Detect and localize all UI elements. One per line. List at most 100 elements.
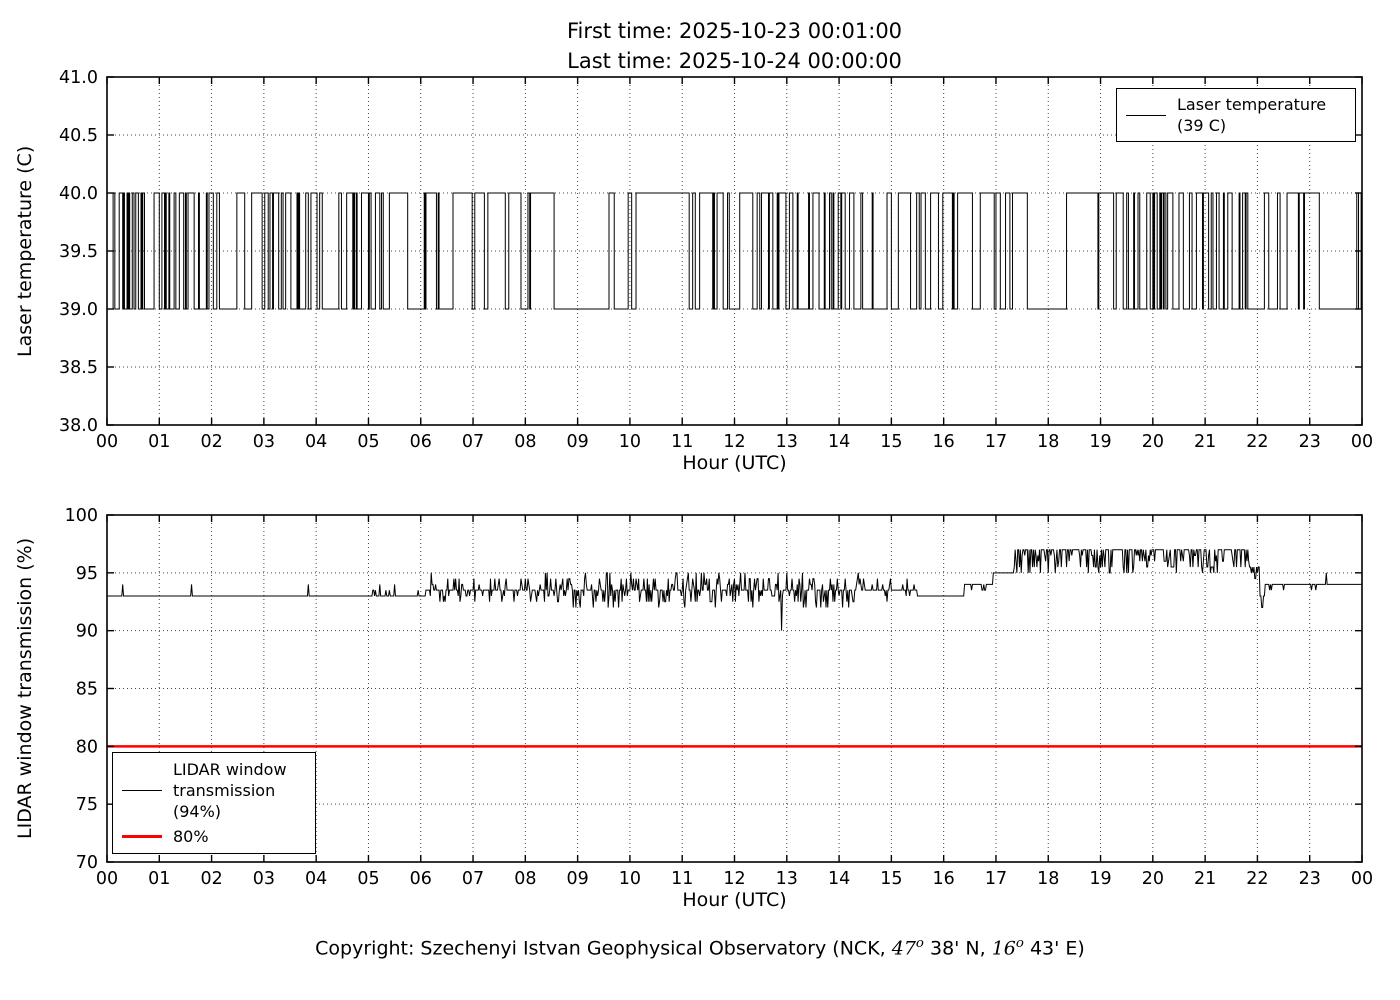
x-tick-label: 23 <box>1299 432 1321 452</box>
laser_temperature-x-tick-labels: 00 01 02 03 04 05 06 07 08 09 10 11 12 13 14 15 16 17 18 19… <box>96 432 1373 452</box>
x-tick-label: 12 <box>723 869 745 889</box>
laser-temperature-y-axis-label: Laser temperature (C) <box>14 145 36 357</box>
y-tick-label: 40.5 <box>59 126 98 146</box>
x-tick-label: 10 <box>619 432 641 452</box>
x-tick-label: 23 <box>1299 869 1321 889</box>
y-tick-label: 75 <box>76 795 98 815</box>
legend-label-line2: (39 C) <box>1177 116 1227 135</box>
y-tick-label: 41.0 <box>59 68 98 88</box>
y-tick-label: 38.0 <box>59 416 98 436</box>
x-tick-label: 08 <box>514 869 536 889</box>
longitude-minutes: 43' E) <box>1023 937 1085 960</box>
lidar_window_transmission-x-tick-labels: 00 01 02 03 04 05 06 07 08 09 10 11 12 13 14 15 16 17 18 19… <box>96 869 1373 889</box>
x-tick-label: 15 <box>880 432 902 452</box>
lidar_window_transmission-ticks <box>106 514 1363 863</box>
figure-title: First time: 2025-10-23 00:01:00 Last tim… <box>107 16 1362 76</box>
legend-label-threshold: 80% <box>173 827 209 846</box>
legend-entry-transmission: LIDAR window transmission (94%) <box>119 759 307 822</box>
x-tick-label: 00 <box>96 432 118 452</box>
x-tick-label: 11 <box>671 432 693 452</box>
y-tick-label: 80 <box>76 737 98 757</box>
x-tick-label: 11 <box>671 869 693 889</box>
legend-label: Laser temperature (39 C) <box>1169 94 1326 136</box>
y-tick-label: 39.0 <box>59 300 98 320</box>
x-tick-label: 04 <box>305 432 327 452</box>
x-tick-label: 10 <box>619 869 641 889</box>
x-tick-label: 17 <box>985 869 1007 889</box>
legend-label-line3: (94%) <box>173 802 222 821</box>
x-tick-label: 01 <box>148 432 170 452</box>
x-tick-label: 09 <box>566 432 588 452</box>
x-tick-label: 20 <box>1142 869 1164 889</box>
lidar_window_transmission-series-line <box>107 549 1362 631</box>
x-tick-label: 09 <box>566 869 588 889</box>
y-tick-label: 40.0 <box>59 184 98 204</box>
x-tick-label: 02 <box>200 869 222 889</box>
x-tick-label: 22 <box>1246 432 1268 452</box>
y-tick-label: 38.5 <box>59 358 98 378</box>
y-tick-label: 90 <box>76 622 98 642</box>
y-tick-label: 85 <box>76 680 98 700</box>
copyright-line: Copyright: Szechenyi Istvan Geophysical … <box>0 936 1400 959</box>
y-tick-label: 39.5 <box>59 242 98 262</box>
x-tick-label: 18 <box>1037 432 1059 452</box>
x-tick-label: 03 <box>253 432 275 452</box>
x-tick-label: 20 <box>1142 432 1164 452</box>
x-tick-label: 03 <box>253 869 275 889</box>
longitude-degrees: 16 <box>991 937 1016 960</box>
copyright-text: Copyright: Szechenyi Istvan Geophysical … <box>315 937 892 960</box>
legend-entry-threshold: 80% <box>119 826 307 847</box>
x-tick-label: 12 <box>723 432 745 452</box>
x-tick-label: 22 <box>1246 869 1268 889</box>
x-tick-label: 13 <box>776 869 798 889</box>
y-tick-label: 70 <box>76 853 98 873</box>
x-tick-label: 00 <box>96 869 118 889</box>
x-tick-label: 07 <box>462 869 484 889</box>
laser_temperature-plot: 00 01 02 03 04 05 06 07 08 09 10 11 12 13 14 15 16 17 18 19… <box>59 68 1373 452</box>
x-tick-label: 01 <box>148 869 170 889</box>
x-tick-label: 00 <box>1351 869 1373 889</box>
title-first-time: First time: 2025-10-23 00:01:00 <box>566 19 903 43</box>
x-tick-label: 19 <box>1089 432 1111 452</box>
black-line-sample-icon <box>119 790 165 791</box>
x-tick-label: 05 <box>357 432 379 452</box>
red-line-sample-icon <box>119 835 165 838</box>
transmission-x-axis-label: Hour (UTC) <box>682 889 787 911</box>
legend-label-line1: Laser temperature <box>1177 95 1327 114</box>
x-tick-label: 14 <box>828 432 850 452</box>
x-tick-label: 13 <box>776 432 798 452</box>
x-tick-label: 04 <box>305 869 327 889</box>
y-tick-label: 100 <box>65 506 98 526</box>
lidar_window_transmission-plot: 00 01 02 03 04 05 06 07 08 09 10 11 12 13 14 15 16 17 18 19… <box>65 506 1374 889</box>
x-tick-label: 21 <box>1194 869 1216 889</box>
latitude-degrees: 47 <box>891 937 916 960</box>
x-tick-label: 06 <box>410 432 432 452</box>
legend-label-line2: transmission <box>173 781 276 800</box>
x-tick-label: 17 <box>985 432 1007 452</box>
x-tick-label: 00 <box>1351 432 1373 452</box>
x-tick-label: 06 <box>410 869 432 889</box>
x-tick-label: 07 <box>462 432 484 452</box>
x-tick-label: 21 <box>1194 432 1216 452</box>
legend-entry-laser-temperature: Laser temperature (39 C) <box>1123 94 1347 136</box>
degree-symbol: o <box>1015 936 1024 951</box>
laser-temperature-legend: Laser temperature (39 C) <box>1116 88 1356 142</box>
x-tick-label: 16 <box>933 869 955 889</box>
x-tick-label: 02 <box>200 432 222 452</box>
y-tick-label: 95 <box>76 564 98 584</box>
laser_temperature-y-tick-labels: 38.0 38.5 39.0 39.5 40.0 40.5 41.0 <box>59 68 98 436</box>
latitude-minutes: 38' N, <box>923 937 992 960</box>
degree-symbol: o <box>915 936 924 951</box>
x-tick-label: 05 <box>357 869 379 889</box>
laser_temperature-series-line <box>107 192 1362 310</box>
lidar_window_transmission-y-tick-labels: 70 75 80 85 90 95 100 <box>65 506 98 873</box>
title-last-time: Last time: 2025-10-24 00:00:00 <box>567 49 902 73</box>
x-tick-label: 16 <box>933 432 955 452</box>
x-tick-label: 18 <box>1037 869 1059 889</box>
x-tick-label: 19 <box>1089 869 1111 889</box>
transmission-y-axis-label: LIDAR window transmission (%) <box>14 537 36 840</box>
legend-label: LIDAR window transmission (94%) <box>165 759 287 822</box>
x-tick-label: 08 <box>514 432 536 452</box>
